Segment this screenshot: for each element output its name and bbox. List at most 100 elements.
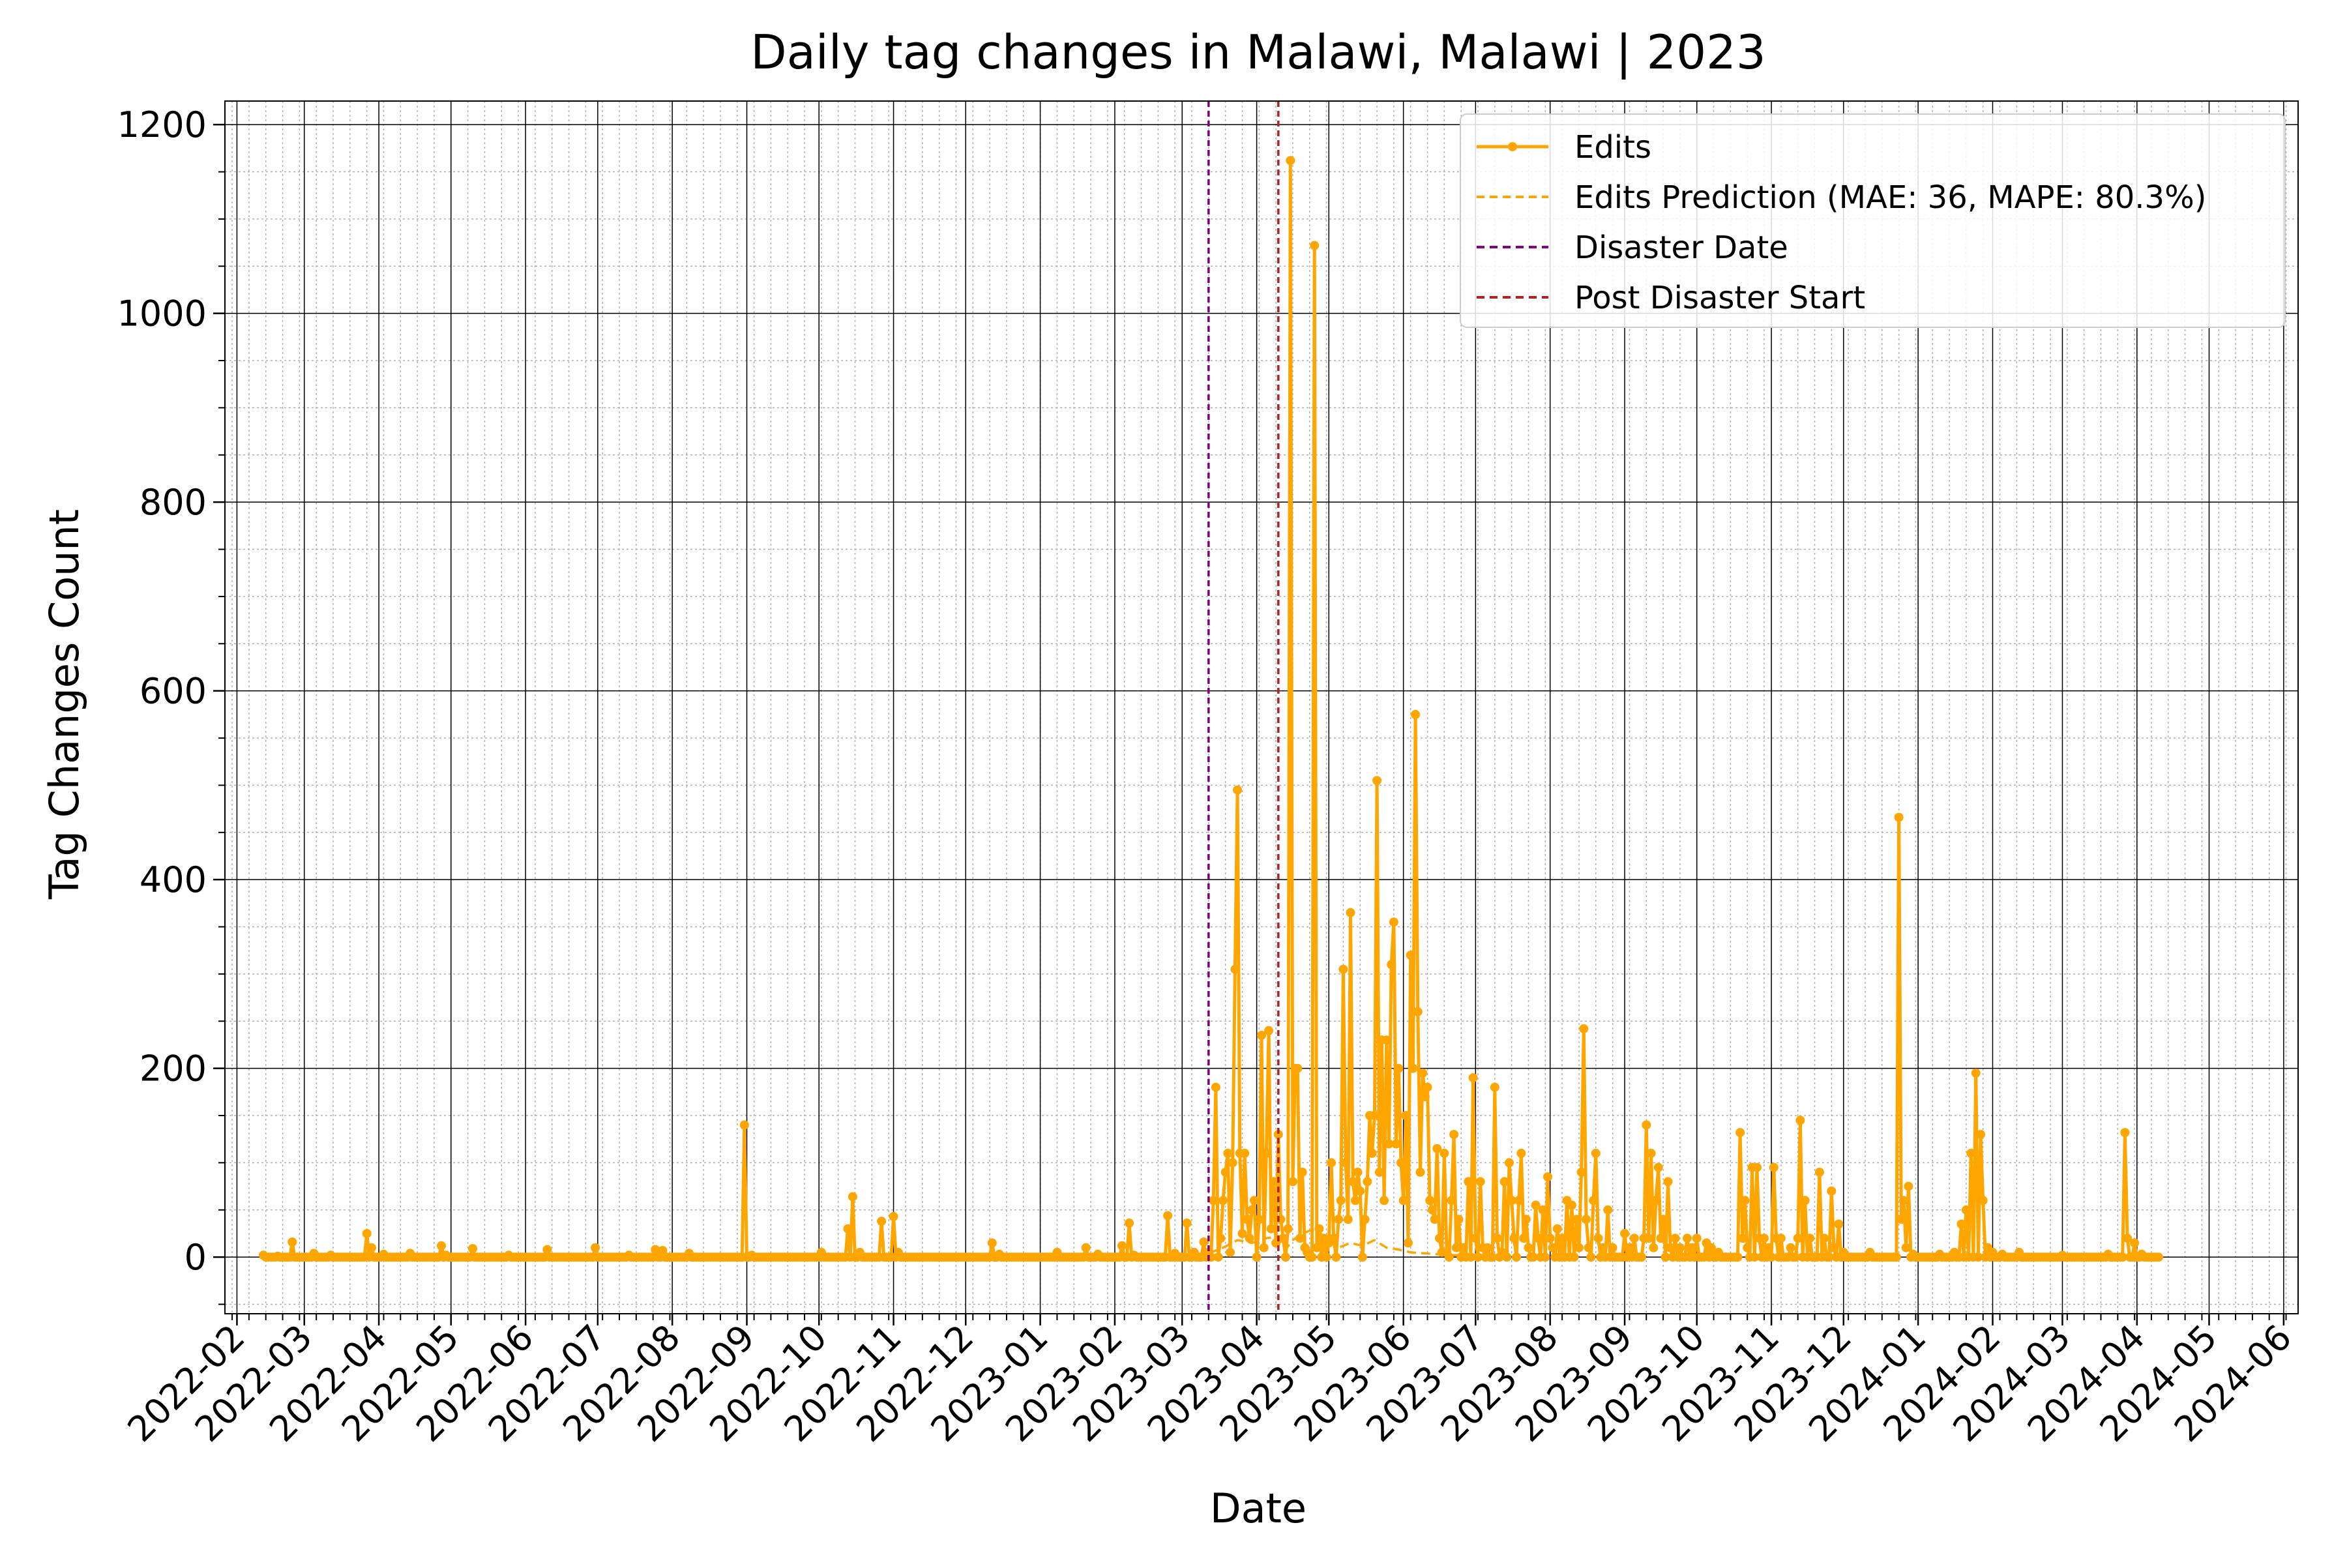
y-tick-label: 400	[140, 859, 207, 900]
edits-point	[1329, 1234, 1338, 1243]
edits-point	[1199, 1237, 1209, 1247]
edits-point	[1233, 785, 1243, 795]
edits-point	[1541, 1252, 1550, 1262]
edits-point	[437, 1241, 446, 1250]
edits-point	[889, 1211, 898, 1221]
edits-point	[1490, 1082, 1499, 1092]
edits-point	[1427, 1205, 1437, 1215]
edits-point	[2154, 1252, 2163, 1262]
edits-point	[1737, 1234, 1747, 1243]
edits-point	[1528, 1252, 1538, 1262]
edits-point	[1653, 1162, 1663, 1172]
edits-point	[651, 1245, 660, 1254]
edits-point	[1387, 960, 1396, 969]
edits-point	[739, 1120, 749, 1130]
edits-point	[1262, 1148, 1271, 1158]
edits-point	[1820, 1234, 1829, 1243]
edits-point	[1767, 1252, 1777, 1262]
edits-point	[1791, 1252, 1800, 1262]
plot-frame	[224, 100, 2299, 1314]
edits-point	[1310, 241, 1320, 250]
edits-point	[1425, 1196, 1435, 1206]
edits-point	[1891, 1252, 1901, 1262]
edits-point	[1834, 1219, 1844, 1229]
edits-point	[1449, 1130, 1459, 1139]
edits-point	[1454, 1215, 1464, 1224]
edits-point	[1956, 1219, 1966, 1229]
x-axis-label: Date	[1210, 1485, 1306, 1532]
edits-point	[288, 1237, 297, 1247]
edits-point	[1509, 1234, 1519, 1243]
edits-point	[1706, 1243, 1716, 1252]
edits-point	[1370, 1111, 1380, 1120]
edits-point	[1502, 1252, 1512, 1262]
edits-point	[1579, 1024, 1589, 1033]
edits-point	[1216, 1234, 1226, 1243]
legend-label: Post Disaster Start	[1574, 280, 1865, 316]
edits-point	[1740, 1196, 1750, 1206]
edits-point	[1567, 1200, 1576, 1210]
edits-point	[1651, 1196, 1661, 1206]
legend: Edits Edits Prediction (MAE: 36, MAPE: 80…	[1460, 113, 2286, 328]
edits-point	[2118, 1252, 2127, 1262]
y-axis-label: Tag Changes Count	[40, 509, 88, 900]
edits-point	[1545, 1234, 1555, 1243]
edits-point	[1081, 1243, 1091, 1252]
edits-point	[1769, 1162, 1779, 1172]
legend-item: Disaster Date	[1477, 229, 1788, 266]
edits-point	[1242, 1215, 1252, 1224]
edits-point	[843, 1224, 853, 1234]
edits-point	[1897, 1215, 1906, 1224]
edits-point	[1646, 1148, 1656, 1158]
edits-point	[1629, 1234, 1639, 1243]
edits-point	[1620, 1229, 1630, 1238]
edits-point	[1735, 1128, 1745, 1138]
edits-point	[1269, 1177, 1278, 1187]
edits-point	[1286, 156, 1295, 166]
edits-point	[1391, 1139, 1401, 1149]
edits-point	[1348, 1177, 1358, 1187]
edits-point	[1625, 1243, 1634, 1252]
edits-point	[1423, 1082, 1432, 1092]
edits-point	[1901, 1243, 1911, 1252]
y-tick-label: 0	[185, 1237, 207, 1278]
edits-point	[1538, 1205, 1548, 1215]
edits-point	[1245, 1234, 1254, 1243]
edits-point	[1353, 1167, 1363, 1177]
edits-point	[1666, 1243, 1675, 1252]
edits-point	[1254, 1215, 1264, 1224]
edits-point	[1793, 1234, 1803, 1243]
edits-point	[1363, 1177, 1372, 1187]
edits-point	[1334, 1215, 1344, 1224]
edits-point	[1800, 1196, 1810, 1206]
edits-point	[1552, 1224, 1562, 1234]
edits-point	[1805, 1234, 1815, 1243]
edits-point	[1447, 1196, 1456, 1206]
edits-point	[2130, 1238, 2140, 1248]
edits-point	[1209, 1196, 1218, 1206]
prediction-line	[1208, 1227, 1473, 1257]
edits-point	[1220, 1167, 1230, 1177]
edits-point	[2120, 1128, 2130, 1138]
edits-point	[1750, 1252, 1760, 1262]
edits-point	[1904, 1181, 1913, 1191]
legend-label: Edits Prediction (MAE: 36, MAPE: 80.3%)	[1574, 179, 2206, 216]
legend-swatch-marker	[1508, 142, 1517, 151]
edits-point	[1976, 1130, 1985, 1139]
edits-point	[1420, 1092, 1430, 1102]
edits-point	[1519, 1234, 1529, 1243]
edits-point	[1372, 776, 1382, 786]
edits-point	[1488, 1252, 1498, 1262]
edits-point	[1516, 1148, 1526, 1158]
legend-label: Disaster Date	[1574, 229, 1788, 266]
edits-point	[1327, 1158, 1336, 1168]
edits-point	[1264, 1026, 1274, 1035]
edits-point	[1649, 1243, 1659, 1252]
edits-point	[1367, 1148, 1377, 1158]
y-tick-label: 1200	[117, 104, 207, 145]
edits-point	[1293, 1063, 1303, 1073]
edits-point	[987, 1238, 997, 1248]
edits-point	[1266, 1224, 1276, 1234]
edits-point	[1644, 1234, 1653, 1243]
y-tick-label: 800	[140, 482, 207, 523]
